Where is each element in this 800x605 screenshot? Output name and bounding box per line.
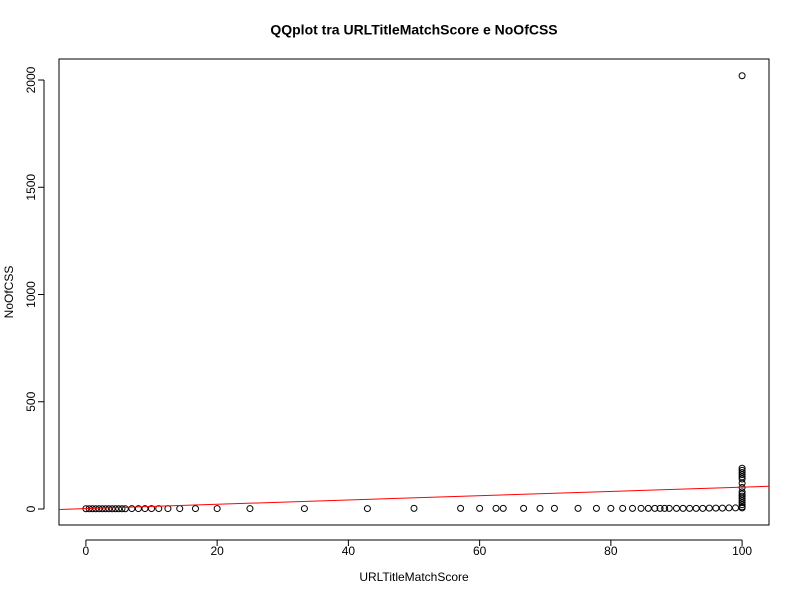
point: [108, 505, 116, 513]
point: [629, 504, 637, 512]
point: [134, 505, 142, 513]
point: [363, 505, 371, 513]
point: [121, 505, 129, 513]
point: [686, 504, 694, 512]
point: [118, 505, 126, 513]
point: [457, 504, 465, 512]
y-axis-label: NoOfCSS: [2, 266, 16, 319]
point: [712, 504, 720, 512]
point: [191, 505, 199, 513]
point: [102, 505, 110, 513]
x-tick-label: 60: [473, 544, 487, 558]
point: [651, 504, 659, 512]
point: [300, 505, 308, 513]
point: [738, 464, 746, 472]
chart-title: QQplot tra URLTitleMatchScore e NoOfCSS: [270, 22, 557, 38]
y-tick-label: 2000: [24, 66, 38, 93]
point: [213, 505, 221, 513]
point: [410, 504, 418, 512]
point: [672, 504, 680, 512]
point: [574, 504, 582, 512]
x-tick-label: 40: [342, 544, 356, 558]
y-tick-label: 0: [24, 505, 38, 512]
point: [592, 504, 600, 512]
point: [738, 72, 746, 80]
point: [105, 505, 113, 513]
point: [607, 504, 615, 512]
point: [155, 505, 163, 513]
point: [476, 504, 484, 512]
point: [718, 504, 726, 512]
point: [492, 504, 500, 512]
point: [738, 466, 746, 474]
x-axis-label: URLTitleMatchScore: [359, 570, 469, 584]
plot-frame: [58, 58, 770, 526]
point: [536, 504, 544, 512]
point: [705, 504, 713, 512]
point: [665, 504, 673, 512]
point: [725, 504, 733, 512]
y-tick-label: 500: [24, 391, 38, 411]
point: [732, 504, 740, 512]
point: [637, 504, 645, 512]
point: [141, 505, 149, 513]
x-tick-label: 80: [604, 544, 618, 558]
point: [661, 504, 669, 512]
point: [246, 505, 254, 513]
point: [520, 504, 528, 512]
point: [656, 504, 664, 512]
point: [738, 492, 746, 500]
point: [98, 505, 106, 513]
point: [128, 505, 136, 513]
x-tick-label: 100: [732, 544, 752, 558]
point: [619, 504, 627, 512]
point: [738, 488, 746, 496]
y-tick-label: 1500: [24, 174, 38, 201]
point: [699, 504, 707, 512]
point: [679, 504, 687, 512]
reference-line: [59, 485, 769, 510]
plot-area: [59, 72, 769, 513]
point: [95, 505, 103, 513]
point: [499, 504, 507, 512]
point: [115, 505, 123, 513]
point: [148, 505, 156, 513]
y-tick-label: 1000: [24, 281, 38, 308]
point: [644, 504, 652, 512]
point: [692, 504, 700, 512]
x-tick-label: 20: [210, 544, 224, 558]
point: [111, 505, 119, 513]
x-tick-label: 0: [83, 544, 90, 558]
point: [738, 469, 746, 477]
point: [550, 504, 558, 512]
